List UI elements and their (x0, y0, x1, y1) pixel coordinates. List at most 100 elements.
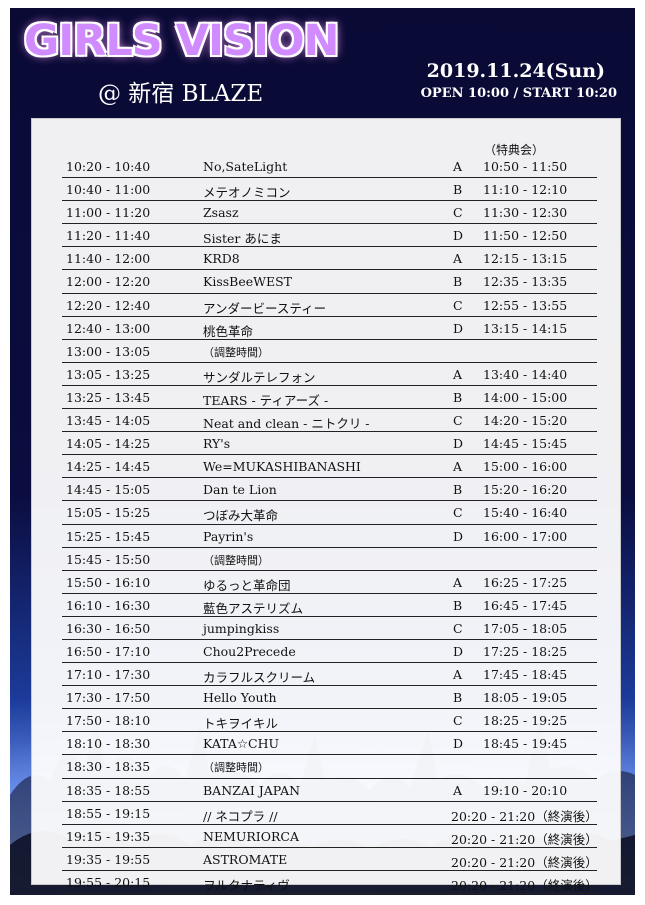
table-row: 15:25 - 15:45 Payrin's D 16:00 - 17:00 (62, 525, 597, 548)
slot-time: 15:45 - 15:50 (66, 551, 151, 567)
table-row: 11:40 - 12:00 KRD8 A 12:15 - 13:15 (62, 247, 597, 271)
slot-time: 18:55 - 19:15 (66, 805, 151, 821)
artist-name: KRD8 (203, 251, 240, 267)
table-row: 18:30 - 18:35 （調整時間） (62, 755, 597, 779)
table-row: 10:40 - 11:00 メテオノミコン B 11:10 - 12:10 (62, 178, 597, 202)
timetable-card: （特典会） 10:20 - 10:40 No,SateLight A 10:50 - … (31, 118, 621, 894)
artist-name: TEARS - ティアーズ - (203, 392, 329, 408)
tokuten-time: 11:10 - 12:10 (483, 182, 568, 198)
tokuten-time: 16:25 - 17:25 (483, 574, 568, 590)
artist-name: 桃色革命 (203, 323, 254, 339)
tokuten-stage: A (453, 251, 463, 267)
table-row: 11:20 - 11:40 Sister あにま D 11:50 - 12:50 (62, 224, 597, 248)
tokuten-time: 17:45 - 18:45 (483, 667, 568, 683)
tokuten-stage: C (453, 713, 463, 729)
artist-name: BANZAI JAPAN (203, 782, 301, 798)
artist-name: We=MUKASHIBANASHI (203, 459, 361, 475)
artist-name: トキヲイキル (203, 716, 279, 732)
tokuten-time: 12:55 - 13:55 (483, 297, 568, 313)
slot-time: 12:40 - 13:00 (66, 320, 151, 336)
slot-time: 18:10 - 18:30 (66, 736, 151, 752)
tokuten-time: 20:20 - 21:20（終演後） (451, 854, 598, 870)
tokuten-time: 17:25 - 18:25 (483, 643, 568, 659)
tokuten-time: 18:05 - 19:05 (483, 690, 568, 706)
tokuten-time: 15:40 - 16:40 (483, 505, 568, 521)
artist-name: Payrin's (203, 528, 254, 544)
tokuten-time: 15:00 - 16:00 (483, 459, 568, 475)
table-row: 18:35 - 18:55 BANZAI JAPAN A 19:10 - 20:10 (62, 779, 597, 802)
tokuten-stage: D (453, 736, 464, 752)
slot-time: 16:10 - 16:30 (66, 597, 151, 613)
tokuten-time: 12:15 - 13:15 (483, 251, 568, 267)
slot-time: 15:05 - 15:25 (66, 505, 151, 521)
tokuten-time: 20:20 - 21:20（終演後） (451, 877, 598, 893)
slot-time: 10:40 - 11:00 (66, 182, 151, 198)
tokuten-time: 10:50 - 11:50 (483, 159, 568, 174)
table-row: 17:30 - 17:50 Hello Youth B 18:05 - 19:05 (62, 686, 597, 710)
tokuten-time: 16:00 - 17:00 (483, 528, 568, 544)
artist-name: 藍色アステリズム (203, 600, 304, 616)
table-row: 15:45 - 15:50 （調整時間） (62, 548, 597, 571)
table-row: 16:10 - 16:30 藍色アステリズム B 16:45 - 17:45 (62, 594, 597, 617)
slot-time: 13:25 - 13:45 (66, 389, 151, 405)
tokuten-stage: B (453, 274, 463, 290)
tokuten-header: （特典会） (484, 143, 545, 157)
slot-time: 13:00 - 13:05 (66, 343, 151, 359)
tokuten-stage: A (453, 159, 463, 174)
tokuten-time: 18:45 - 19:45 (483, 736, 568, 752)
tokuten-time: 13:15 - 14:15 (483, 320, 568, 336)
tokuten-stage: A (453, 366, 463, 382)
tokuten-time: 19:10 - 20:10 (483, 782, 568, 798)
table-row: 12:40 - 13:00 桃色革命 D 13:15 - 14:15 (62, 317, 597, 340)
tokuten-time: 11:50 - 12:50 (483, 228, 568, 244)
table-row: 13:25 - 13:45 TEARS - ティアーズ - B 14:00 - 15:… (62, 386, 597, 410)
artist-name: Sister あにま (203, 231, 282, 247)
artist-name: ヲルタナティヴ (203, 877, 290, 893)
slot-time: 14:25 - 14:45 (66, 459, 151, 475)
slot-time: 19:15 - 19:35 (66, 828, 151, 844)
slot-time: 16:30 - 16:50 (66, 620, 151, 636)
tokuten-time: 11:30 - 12:30 (483, 205, 568, 221)
tokuten-stage: D (453, 528, 464, 544)
slot-time: 11:00 - 11:20 (66, 205, 151, 221)
tokuten-time: 13:40 - 14:40 (483, 366, 568, 382)
logo: GIRLS VISION (24, 16, 340, 66)
artist-name: ゆるっと革命団 (203, 577, 291, 593)
table-row: 17:10 - 17:30 カラフルスクリーム A 17:45 - 18:45 (62, 663, 597, 687)
table-row: 19:35 - 19:55 ASTROMATE 20:20 - 21:20（終演後） (62, 848, 598, 871)
tokuten-stage: C (453, 205, 463, 221)
artist-name: Neat and clean - ニトクリ - (203, 416, 370, 432)
table-row: 15:05 - 15:25 つぼみ大革命 C 15:40 - 16:40 (62, 501, 597, 525)
tokuten-time: 14:45 - 15:45 (483, 436, 568, 452)
tokuten-stage: A (453, 459, 463, 475)
tokuten-stage: D (453, 320, 464, 336)
table-row: 16:50 - 17:10 Chou2Precede D 17:25 - 18:25 (62, 640, 597, 664)
artist-name: // ネコプラ // (203, 808, 278, 824)
slot-time: 17:30 - 17:50 (66, 690, 151, 706)
tokuten-stage: A (453, 574, 463, 590)
tokuten-time: 14:00 - 15:00 (483, 389, 568, 405)
table-row: 14:05 - 14:25 RY's D 14:45 - 15:45 (62, 432, 597, 456)
event-date: 2019.11.24(Sun) (426, 60, 605, 82)
slot-time: 18:35 - 18:55 (66, 782, 151, 798)
table-row: 17:50 - 18:10 トキヲイキル C 18:25 - 19:25 (62, 709, 597, 733)
table-row: 12:00 - 12:20 KissBeeWEST B 12:35 - 13:35 (62, 270, 597, 294)
timetable: 10:20 - 10:40 No,SateLight A 10:50 - 11:50 1… (62, 155, 598, 894)
open-start-times: OPEN 10:00 / START 10:20 (420, 86, 617, 101)
tokuten-time: 20:20 - 21:20（終演後） (451, 808, 598, 824)
artist-name: No,SateLight (203, 159, 288, 174)
table-row: 14:25 - 14:45 We=MUKASHIBANASHI A 15:00 - 1… (62, 455, 597, 479)
tokuten-stage: C (453, 297, 463, 313)
adjustment-note: （調整時間） (203, 761, 269, 775)
slot-time: 12:00 - 12:20 (66, 274, 151, 290)
table-row: 13:45 - 14:05 Neat and clean - ニトクリ - C 14:… (62, 409, 597, 433)
tokuten-stage: B (453, 690, 463, 706)
table-row: 18:55 - 19:15 // ネコプラ // 20:20 - 21:20（終演後… (62, 802, 598, 825)
table-row: 12:20 - 12:40 アンダービースティー C 12:55 - 13:55 (62, 294, 597, 317)
artist-name: KissBeeWEST (203, 274, 293, 290)
artist-name: Chou2Precede (203, 643, 296, 659)
table-row: 15:50 - 16:10 ゆるっと革命団 A 16:25 - 17:25 (62, 571, 597, 594)
table-row: 19:55 - 20:15 ヲルタナティヴ 20:20 - 21:20（終演後） (62, 871, 598, 894)
table-row: 19:15 - 19:35 NEMURIORCA 20:20 - 21:20（終演後… (62, 825, 598, 848)
artist-name: jumpingkiss (203, 620, 280, 636)
